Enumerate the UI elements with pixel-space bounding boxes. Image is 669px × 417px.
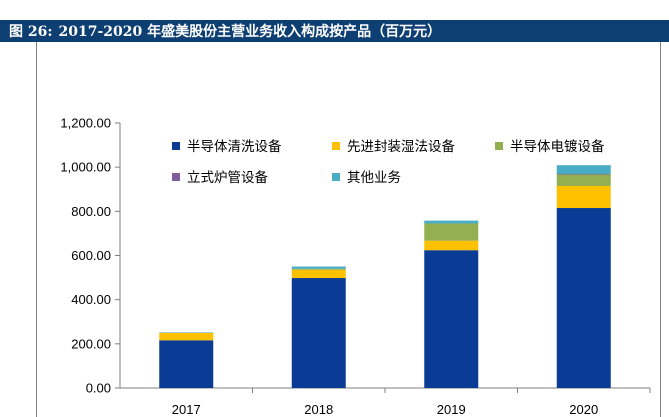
bar-segment-2018-series-0 xyxy=(291,278,346,388)
figure-label: 图 26: xyxy=(9,24,53,40)
bar-segment-2018-series-2 xyxy=(291,268,346,270)
y-tick-label: 400.00 xyxy=(71,292,111,307)
bar-segment-2019-series-1 xyxy=(424,240,479,251)
legend-swatch-1 xyxy=(332,142,340,150)
y-tick-label: 1,000.00 xyxy=(60,160,111,175)
legend-label-4: 其他业务 xyxy=(347,170,401,186)
legend-swatch-3 xyxy=(172,173,180,181)
legend-label-0: 半导体清洗设备 xyxy=(187,138,282,155)
y-tick-label: 800.00 xyxy=(71,204,111,219)
bar-segment-2017-series-0 xyxy=(159,340,214,388)
bar-segment-2017-series-1 xyxy=(159,332,214,341)
bar-segment-2020-series-0 xyxy=(556,208,611,388)
bar-segment-2020-series-2 xyxy=(556,174,611,186)
bar-segment-2020-series-1 xyxy=(556,185,611,209)
bar-segment-2020-series-3 xyxy=(556,174,611,175)
x-category-label-2019: 2019 xyxy=(437,402,466,417)
y-tick-label: 200.00 xyxy=(71,336,111,351)
bar-segment-2019-series-2 xyxy=(424,223,479,241)
frame-border-right xyxy=(660,42,661,417)
legend-label-3: 立式炉管设备 xyxy=(187,169,268,186)
bar-segment-2019-series-4 xyxy=(424,220,479,224)
bar-segment-2018-series-1 xyxy=(291,269,346,279)
legend-label-2: 半导体电镀设备 xyxy=(510,138,605,155)
y-tick-label: 600.00 xyxy=(71,248,111,263)
bar-segment-2018-series-4 xyxy=(291,266,346,269)
frame-border-left xyxy=(36,42,37,417)
legend-swatch-4 xyxy=(332,173,340,181)
figure-title-bar: 图 26: 2017-2020 年盛美股份主营业务收入构成按产品（百万元） xyxy=(0,20,669,42)
x-category-label-2017: 2017 xyxy=(172,402,201,417)
bar-segment-2019-series-0 xyxy=(424,250,479,388)
bar-segment-2017-series-4 xyxy=(159,332,214,333)
figure-title: 2017-2020 年盛美股份主营业务收入构成按产品（百万元） xyxy=(58,24,442,40)
legend-label-1: 先进封装湿法设备 xyxy=(347,138,455,155)
legend-swatch-2 xyxy=(495,142,503,150)
y-tick-label: 1,200.00 xyxy=(60,116,111,131)
x-category-label-2018: 2018 xyxy=(304,402,333,417)
bar-segment-2020-series-4 xyxy=(556,165,611,175)
x-category-label-2020: 2020 xyxy=(569,402,598,417)
legend-swatch-0 xyxy=(172,142,180,150)
y-tick-label: 0.00 xyxy=(86,381,111,396)
